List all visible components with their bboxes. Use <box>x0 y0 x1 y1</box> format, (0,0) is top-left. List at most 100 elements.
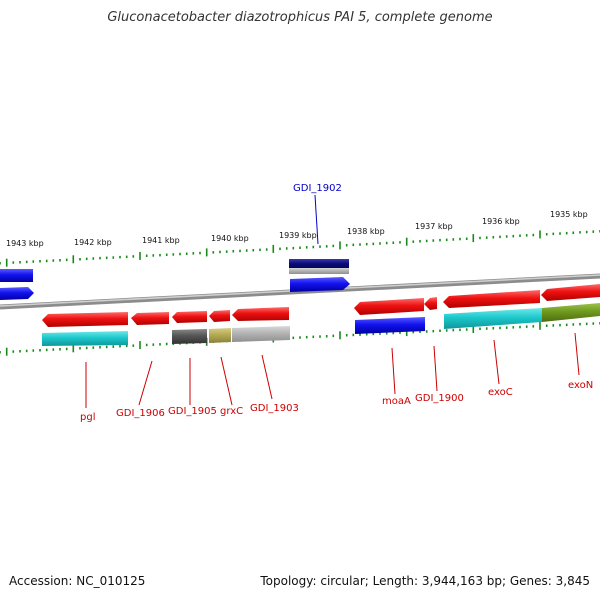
ruler-minor-tick <box>312 245 315 249</box>
ruler-minor-tick <box>39 260 41 263</box>
ruler-minor-tick <box>332 244 335 248</box>
ruler-minor-tick <box>85 257 88 261</box>
label-GDI_1900[interactable]: GDI_1900 <box>415 393 464 404</box>
ruler-minor-tick <box>112 256 115 259</box>
ruler-minor-tick <box>12 350 15 353</box>
ruler-minor-tick <box>559 323 561 327</box>
label-exoC[interactable]: exoC <box>488 387 513 398</box>
ruler-minor-tick <box>505 326 508 329</box>
ruler-major-tick <box>5 258 8 267</box>
gene-blue-left-2[interactable] <box>0 287 34 300</box>
label-moaA[interactable]: moaA <box>382 396 411 407</box>
bar-khaki-grxC[interactable] <box>209 328 231 343</box>
ruler-minor-tick <box>572 231 575 234</box>
ruler-minor-tick <box>572 323 575 326</box>
ruler-minor-tick <box>312 335 315 339</box>
ruler-minor-tick <box>332 334 335 338</box>
ruler-minor-tick <box>359 243 361 246</box>
ruler-minor-tick <box>232 250 235 253</box>
ruler-minor-tick <box>119 345 121 348</box>
tick-label-1940: 1940 kbp <box>211 234 249 243</box>
ruler-minor-tick <box>159 253 161 257</box>
ruler-minor-tick <box>412 240 415 243</box>
gene-gray-GDI_1902[interactable] <box>289 268 349 274</box>
gene-blue-GDI_1902[interactable] <box>290 277 350 292</box>
label-GDI_1903[interactable]: GDI_1903 <box>250 403 299 414</box>
ruler-minor-tick <box>265 248 268 251</box>
leader-exoN <box>574 332 580 376</box>
ruler-minor-tick <box>579 322 581 326</box>
map-title: Gluconacetobacter diazotrophicus PAI 5, … <box>107 10 493 25</box>
tick-label-1935: 1935 kbp <box>550 210 588 219</box>
ruler-major-tick <box>405 328 408 337</box>
ruler-minor-tick <box>92 346 95 349</box>
label-GDI_1902[interactable]: GDI_1902 <box>293 183 342 194</box>
ruler-minor-tick <box>512 326 515 329</box>
bar-olive-exoN[interactable] <box>542 303 600 322</box>
ruler-minor-tick <box>305 246 308 249</box>
gene-navy-GDI_1902[interactable] <box>289 259 349 269</box>
gene-red-GDI_1906[interactable] <box>131 312 169 325</box>
gene-red-GDI_1903[interactable] <box>232 307 289 321</box>
label-GDI_1906[interactable]: GDI_1906 <box>116 408 165 419</box>
ruler-minor-tick <box>545 324 548 327</box>
ruler-minor-tick <box>105 345 108 349</box>
ruler-minor-tick <box>379 242 381 245</box>
gene-red-grxC[interactable] <box>209 310 230 322</box>
ruler-minor-tick <box>25 260 28 264</box>
ruler-minor-tick <box>359 333 361 336</box>
ruler-minor-tick <box>492 327 495 330</box>
ruler-minor-tick <box>305 335 308 339</box>
bar-cyan-pgl[interactable] <box>42 331 128 346</box>
ruler-minor-tick <box>385 241 388 245</box>
ruler-minor-tick <box>239 249 241 253</box>
ruler-minor-tick <box>25 349 28 353</box>
bar-darkgray-GDI_1905[interactable] <box>172 329 207 344</box>
bar-lightgray-GDI_1903[interactable] <box>232 326 290 342</box>
gene-red-exoN[interactable] <box>541 284 600 301</box>
forward-strand-features <box>0 259 350 300</box>
bar-blue-moaA[interactable] <box>355 317 425 334</box>
ruler-minor-tick <box>345 244 348 247</box>
ruler-minor-tick <box>345 334 348 337</box>
tick-label-1938: 1938 kbp <box>347 227 385 236</box>
bar-cyan-exoC[interactable] <box>444 308 542 329</box>
gene-red-moaA[interactable] <box>354 298 424 315</box>
ruler-minor-tick <box>325 245 328 248</box>
gene-red-GDI_1900[interactable] <box>424 297 437 310</box>
label-exoN[interactable]: exoN <box>568 380 593 391</box>
ruler-minor-tick <box>452 328 455 332</box>
gene-red-GDI_1905[interactable] <box>172 311 207 323</box>
gene-red-exoC[interactable] <box>443 290 540 308</box>
ruler-minor-tick <box>132 344 135 347</box>
tick-label-1943: 1943 kbp <box>6 239 44 248</box>
label-grxC[interactable]: grxC <box>220 406 243 417</box>
ruler-minor-tick <box>199 251 201 255</box>
label-pgl[interactable]: pgl <box>80 412 95 423</box>
gene-red-pgl[interactable] <box>42 312 128 327</box>
ruler-minor-tick <box>179 252 181 256</box>
ruler-minor-tick <box>512 234 515 238</box>
leader-lines <box>85 194 580 408</box>
ruler-minor-tick <box>19 350 21 353</box>
ruler-minor-tick <box>52 259 55 262</box>
accession-text: Accession: NC_010125 <box>9 574 146 588</box>
ruler-minor-tick <box>559 232 561 235</box>
ruler-minor-tick <box>399 331 401 334</box>
ruler-major-tick <box>205 248 208 257</box>
tick-label-1942: 1942 kbp <box>74 238 112 247</box>
ruler-minor-tick <box>525 325 528 328</box>
ruler-minor-tick <box>165 342 168 346</box>
topology-text: Topology: circular; Length: 3,944,163 bp… <box>260 574 590 588</box>
ruler-minor-tick <box>592 322 595 325</box>
gene-blue-left-1[interactable] <box>0 269 33 282</box>
leader-grxC <box>220 356 233 406</box>
ruler-minor-tick <box>0 351 1 354</box>
ruler-major-tick <box>539 230 541 239</box>
ruler-minor-tick <box>432 329 435 333</box>
ruler-minor-tick <box>532 233 535 237</box>
ruler-minor-tick <box>32 260 35 263</box>
ruler-minor-tick <box>425 239 428 243</box>
ruler-minor-tick <box>285 247 288 250</box>
label-GDI_1905[interactable]: GDI_1905 <box>168 406 217 417</box>
